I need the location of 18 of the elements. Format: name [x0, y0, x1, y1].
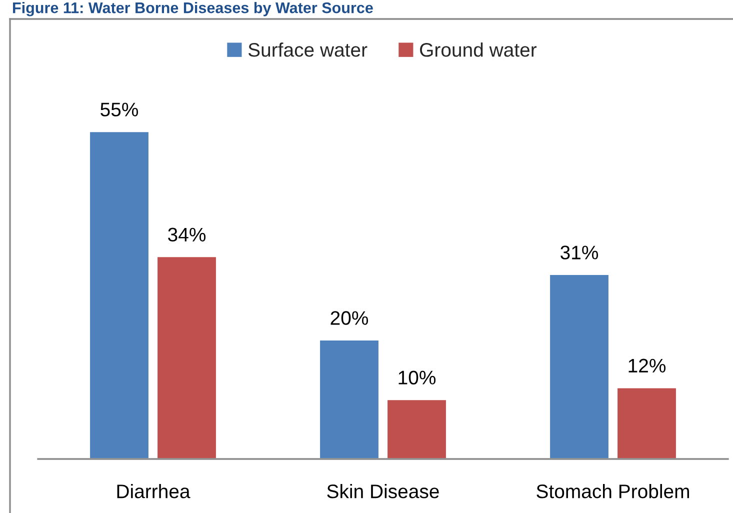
bar — [386, 398, 448, 459]
x-tick-label: Skin Disease — [327, 484, 439, 498]
data-label: 34% — [168, 228, 206, 242]
legend-label: Surface water — [248, 42, 368, 57]
data-label: 55% — [100, 102, 138, 116]
legend-label: Ground water — [420, 42, 537, 57]
x-tick-label: Diarrhea — [117, 484, 190, 498]
bar — [548, 274, 610, 459]
bar — [156, 256, 218, 459]
bar — [318, 339, 380, 459]
data-label: 12% — [628, 358, 666, 372]
data-label: 10% — [398, 370, 436, 384]
data-label: 31% — [560, 246, 598, 260]
chart-title: Figure 11: Water Borne Diseases by Water Source — [13, 2, 373, 16]
x-tick-label: Stomach Problem — [536, 484, 689, 498]
bar — [616, 386, 678, 459]
data-label: 20% — [330, 311, 368, 325]
bar — [88, 130, 150, 459]
